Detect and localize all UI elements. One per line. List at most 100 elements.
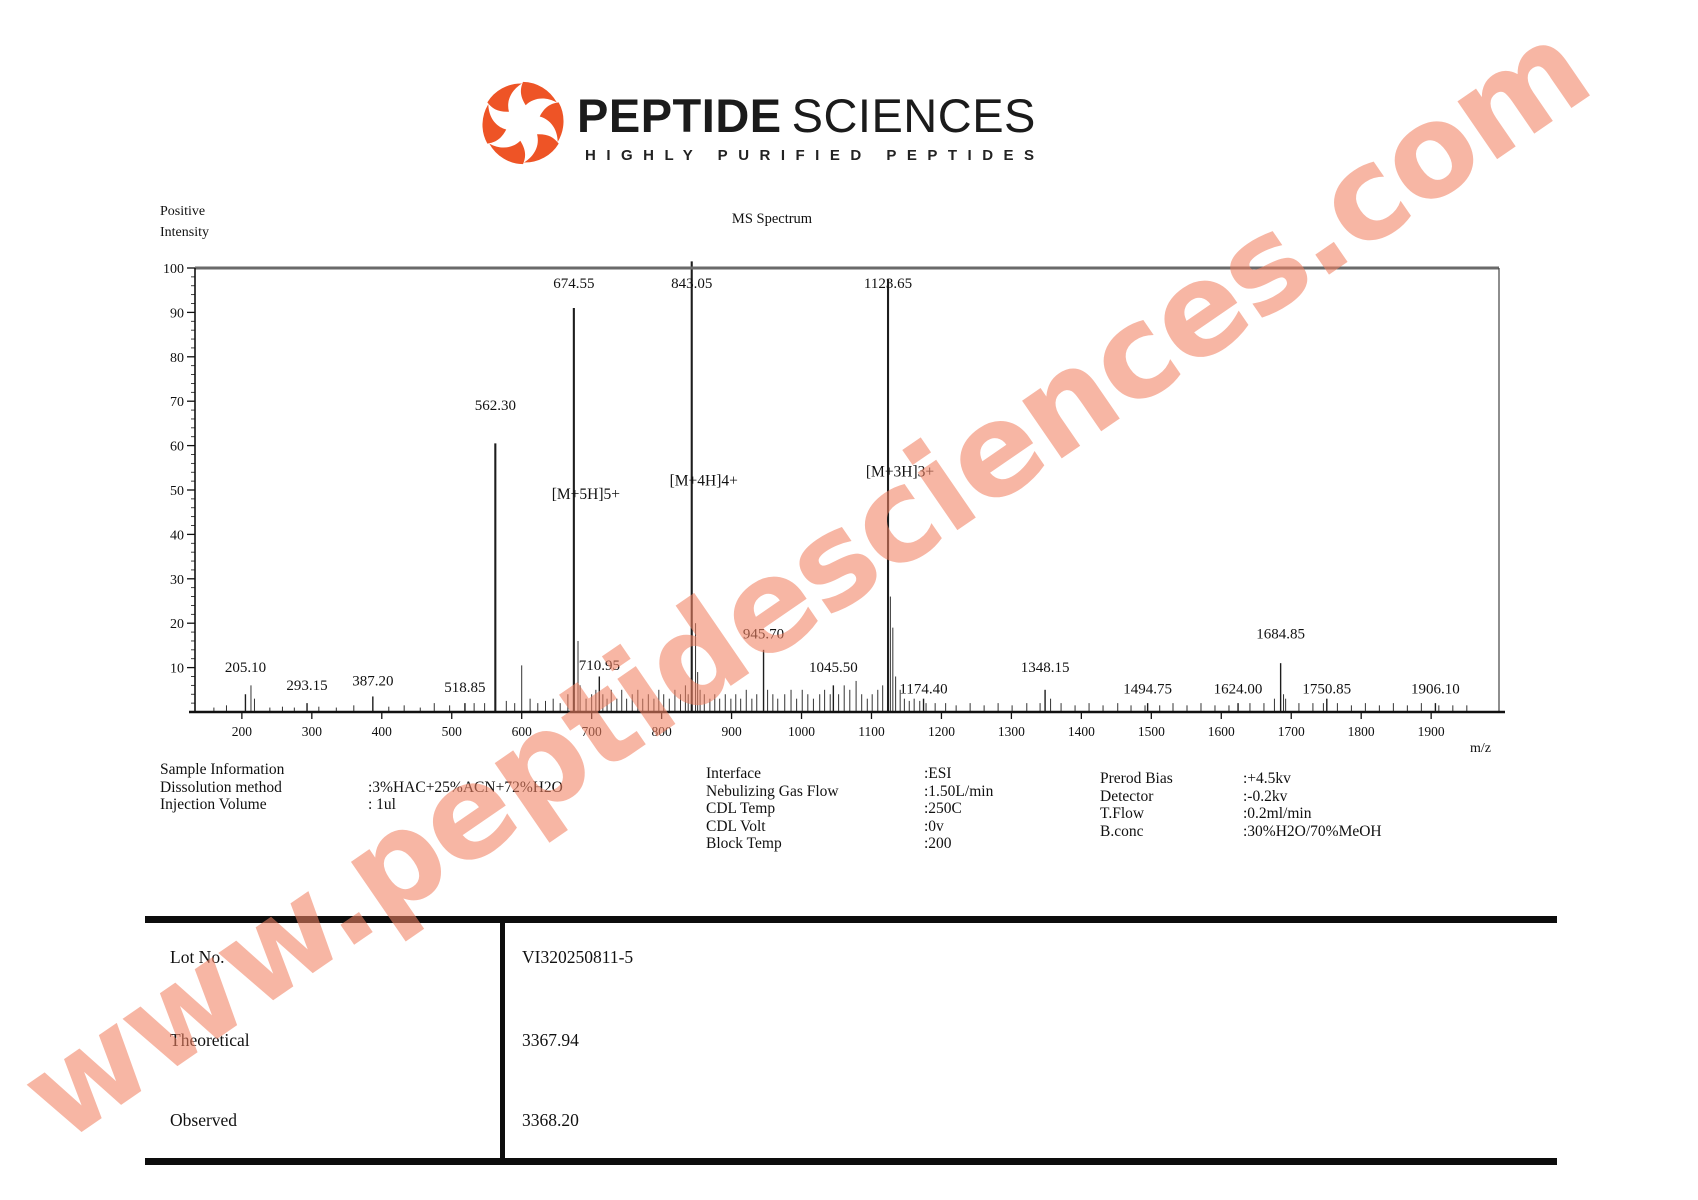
info-value: :+4.5kv (1243, 770, 1291, 787)
x-tick-label: 1300 (998, 724, 1025, 739)
x-tick-label: 1500 (1138, 724, 1165, 739)
ms-spectrum-chart: MS Spectrum Positive Intensity m/z 10 20 3… (150, 195, 1510, 765)
info-row: Block Temp :200 (706, 835, 993, 853)
table-row-label: Observed (170, 1110, 238, 1130)
sample-info-title: Sample Information (160, 761, 285, 778)
info-row: T.Flow :0.2ml/min (1100, 805, 1382, 823)
peak-label: 1045.50 (809, 660, 858, 676)
info-value: :0.2ml/min (1243, 805, 1312, 822)
info-label: CDL Temp (706, 800, 776, 817)
logo-petal (520, 81, 557, 106)
peak-label: 1494.75 (1123, 681, 1172, 697)
info-label: Injection Volume (160, 796, 267, 813)
x-tick-label: 1400 (1068, 724, 1095, 739)
y-tick-label: 30 (170, 573, 184, 588)
brand-word-sciences: SCIENCES (791, 89, 1036, 142)
table-row-label: Lot No. (170, 947, 225, 967)
info-value: :30%H2O/70%MeOH (1243, 822, 1382, 840)
table-row-value: 3367.94 (522, 1030, 579, 1050)
ms-spectrum-svg: MS Spectrum Positive Intensity m/z 10 20 3… (160, 204, 1505, 756)
peak-label: 562.30 (475, 398, 516, 414)
peak-label: 945.70 (743, 627, 784, 643)
peak-label: 1123.65 (864, 276, 912, 292)
x-tick-label: 300 (302, 724, 323, 739)
chart-title: MS Spectrum (732, 211, 813, 227)
peak-label: 843.05 (671, 276, 712, 292)
y-tick-label: 90 (170, 306, 184, 321)
peak-label: 1684.85 (1256, 627, 1305, 643)
peptide-sciences-swirl-logo-icon (482, 81, 564, 165)
x-tick-label: 500 (442, 724, 463, 739)
x-tick-label: 700 (582, 724, 603, 739)
peak-label: 518.85 (444, 680, 485, 696)
sample-info-column-1: Sample Information Dissolution method :3%… (160, 761, 563, 814)
y-tick-label: 10 (170, 662, 184, 677)
info-row: Interface:ESI (706, 765, 993, 783)
x-tick-label: 400 (372, 724, 393, 739)
info-value: :1.50L/min (924, 782, 994, 800)
x-tick-label: 1000 (788, 724, 815, 739)
peak-label: 1624.00 (1214, 681, 1263, 697)
table-bottom-border (145, 1158, 1557, 1165)
plot-content: 10 20 30 40 50 60 70 80 90 100 200 300 400 500 600 700 8… (163, 261, 1505, 739)
peak-label: 1348.15 (1021, 660, 1070, 676)
logo-petal (489, 140, 526, 165)
brand-tagline: HIGHLY PURIFIED PEPTIDES (585, 147, 1045, 164)
peak-label: 710.95 (579, 658, 620, 674)
info-label: Dissolution method (160, 778, 282, 796)
info-label: CDL Volt (706, 817, 766, 835)
ion-charge-label: [M+5H]5+ (552, 486, 620, 503)
y-tick-label: 20 (170, 617, 184, 632)
ion-charge-label: [M+4H]4+ (670, 473, 738, 490)
info-row: Prerod Bias :+4.5kv (1100, 770, 1382, 788)
peak-label: 205.10 (225, 660, 266, 676)
info-label: Nebulizing Gas Flow (706, 782, 839, 800)
logo-petal (487, 83, 523, 112)
info-row: Nebulizing Gas Flow :1.50L/min (706, 783, 993, 801)
brand-wordmark: PEPTIDE SCIENCES (577, 88, 1036, 143)
table-column-divider (500, 923, 505, 1158)
y-tick-label: 40 (170, 528, 184, 543)
info-row: Detector:-0.2kv (1100, 788, 1382, 806)
info-row: CDL Volt :0v (706, 818, 993, 836)
x-tick-label: 900 (721, 724, 742, 739)
table-row-label: Theoretical (170, 1030, 250, 1050)
info-value: : 1ul (368, 796, 396, 813)
info-value: :ESI (924, 765, 952, 782)
info-value: :0v (924, 817, 944, 835)
x-tick-label: 800 (651, 724, 672, 739)
info-label: T.Flow (1100, 805, 1145, 822)
info-row: CDL Temp :250C (706, 800, 993, 818)
x-tick-label: 1800 (1348, 724, 1375, 739)
x-tick-label: 1600 (1208, 724, 1235, 739)
peak-label: 674.55 (553, 276, 594, 292)
x-axis-label: m/z (1470, 741, 1491, 756)
x-tick-label: 1100 (858, 724, 885, 739)
logo-petal (523, 134, 559, 163)
y-tick-label: 60 (170, 440, 184, 455)
peak-label: 387.20 (352, 673, 393, 689)
info-value: :3%HAC+25%ACN+72%H2O (368, 778, 563, 796)
y-tick-label: 100 (163, 262, 184, 277)
table-top-border (145, 916, 1557, 923)
x-tick-label: 1700 (1278, 724, 1305, 739)
info-label: Prerod Bias (1100, 770, 1173, 787)
info-value: :250C (924, 800, 962, 817)
info-row: B.conc :30%H2O/70%MeOH (1100, 823, 1382, 841)
info-value: :-0.2kv (1243, 787, 1288, 805)
y-tick-label: 50 (170, 484, 184, 499)
logo-petal (482, 104, 507, 144)
y-axis-label-line2: Intensity (160, 225, 209, 240)
info-row: Dissolution method :3%HAC+25%ACN+72%H2O (160, 779, 563, 797)
y-axis-label-line1: Positive (160, 204, 205, 219)
x-tick-label: 200 (232, 724, 253, 739)
peak-label: 293.15 (286, 678, 327, 694)
x-tick-label: 1900 (1418, 724, 1445, 739)
info-value: :200 (924, 835, 952, 852)
info-label: B.conc (1100, 822, 1144, 840)
peak-label: 1906.10 (1411, 681, 1460, 697)
brand-word-peptide: PEPTIDE (577, 89, 782, 142)
logo-petal (539, 102, 564, 142)
info-label: Block Temp (706, 835, 782, 852)
